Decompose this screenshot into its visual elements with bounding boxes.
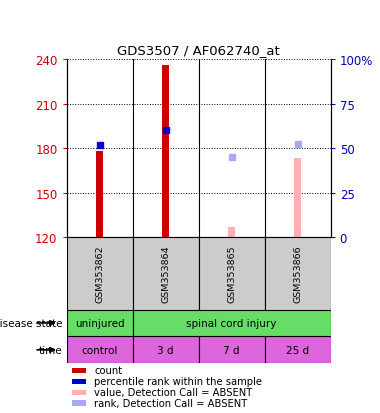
Bar — [133, 310, 331, 337]
Bar — [264, 337, 331, 363]
Bar — [228, 227, 235, 237]
Text: count: count — [94, 366, 122, 375]
Bar — [66, 237, 133, 310]
Bar — [133, 237, 198, 310]
Bar — [72, 389, 86, 395]
Text: rank, Detection Call = ABSENT: rank, Detection Call = ABSENT — [94, 399, 247, 408]
Text: GSM353864: GSM353864 — [161, 245, 170, 302]
Text: disease state: disease state — [0, 318, 63, 328]
Text: value, Detection Call = ABSENT: value, Detection Call = ABSENT — [94, 387, 252, 397]
Bar — [133, 337, 198, 363]
Bar — [66, 337, 133, 363]
Bar — [198, 337, 264, 363]
Bar — [162, 66, 169, 237]
Bar — [72, 368, 86, 373]
Text: GSM353862: GSM353862 — [95, 245, 104, 302]
Text: spinal cord injury: spinal cord injury — [186, 318, 277, 328]
Title: GDS3507 / AF062740_at: GDS3507 / AF062740_at — [117, 44, 280, 57]
Bar — [198, 237, 264, 310]
Bar — [66, 310, 133, 337]
Text: percentile rank within the sample: percentile rank within the sample — [94, 377, 262, 387]
Text: 3 d: 3 d — [157, 345, 174, 355]
Bar — [95, 152, 103, 237]
Bar — [72, 401, 86, 406]
Text: control: control — [81, 345, 118, 355]
Bar — [264, 237, 331, 310]
Text: GSM353865: GSM353865 — [227, 245, 236, 302]
Text: 7 d: 7 d — [223, 345, 240, 355]
Text: GSM353866: GSM353866 — [293, 245, 302, 302]
Text: 25 d: 25 d — [286, 345, 309, 355]
Bar — [294, 159, 301, 237]
Text: time: time — [39, 345, 63, 355]
Text: uninjured: uninjured — [75, 318, 124, 328]
Bar — [72, 379, 86, 385]
